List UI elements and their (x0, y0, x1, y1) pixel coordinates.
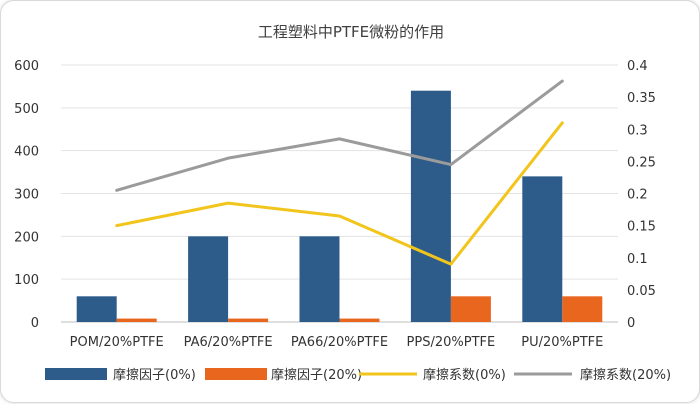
bar (76, 296, 117, 322)
y-right-tick-label: 0.25 (627, 155, 656, 170)
y-right-tick-label: 0.35 (627, 91, 656, 106)
legend-label: 摩擦系数(20%) (580, 367, 671, 383)
y-left-tick-label: 400 (14, 145, 39, 160)
category-label: PPS/20%PTFE (407, 335, 496, 350)
legend-label: 摩擦因子(20%) (271, 367, 362, 383)
bar (299, 236, 340, 322)
legend-label: 摩擦系数(0%) (423, 367, 506, 383)
y-left-tick-label: 600 (14, 59, 39, 74)
category-label: POM/20%PTFE (70, 335, 164, 350)
legend: 摩擦因子(0%) 摩擦因子(20%) 摩擦系数(0%) 摩擦系数(20%) (45, 367, 671, 383)
y-left-tick-label: 0 (31, 316, 39, 331)
bar (522, 176, 563, 322)
axes: 0 100 200 300 400 500 600 0 0.05 0.1 0.15 0.2 0.25 0.… (14, 59, 656, 331)
y-left-tick-label: 500 (14, 102, 39, 117)
y-right-tick-label: 0.05 (627, 284, 656, 299)
bar (339, 318, 380, 322)
bar (450, 296, 491, 322)
lines (115, 79, 564, 266)
bar (562, 296, 603, 322)
y-left-tick-label: 100 (14, 273, 39, 288)
category-label: PA66/20%PTFE (291, 335, 388, 350)
y-left-tick-label: 300 (14, 188, 39, 203)
legend-swatch (205, 368, 267, 380)
y-right-tick-label: 0.1 (627, 252, 648, 267)
category-label: PA6/20%PTFE (184, 335, 273, 350)
series-line (115, 79, 564, 192)
series-line (115, 121, 564, 266)
y-right-tick-label: 0.4 (627, 59, 648, 74)
y-right-tick-label: 0.3 (627, 123, 648, 138)
bar (116, 318, 157, 322)
legend-label: 摩擦因子(0%) (113, 367, 196, 383)
bar (410, 90, 451, 322)
category-label: PU/20%PTFE (521, 335, 603, 350)
bars (76, 90, 603, 322)
bar (228, 318, 269, 322)
category-labels: POM/20%PTFE PA6/20%PTFE PA66/20%PTFE PPS/20… (70, 335, 604, 350)
bar (188, 236, 229, 322)
y-right-tick-label: 0.15 (627, 220, 656, 235)
chart-title: 工程塑料中PTFE微粉的作用 (258, 23, 444, 41)
y-right-tick-label: 0 (627, 316, 635, 331)
y-left-tick-label: 200 (14, 230, 39, 245)
y-right-tick-label: 0.2 (627, 188, 648, 203)
legend-swatch (45, 368, 107, 380)
